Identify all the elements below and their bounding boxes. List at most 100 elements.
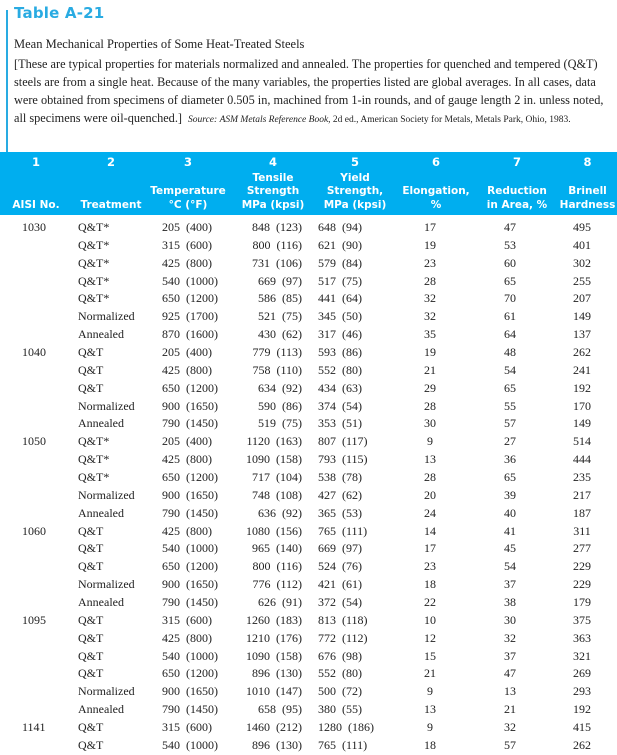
cell-treatment: Q&T*: [78, 452, 110, 467]
cell-reduction-in-area: 37: [504, 648, 516, 663]
cell-temperature: 790 (1450): [162, 702, 218, 717]
cell-elongation: 18: [424, 577, 436, 592]
cell-reduction-in-area: 55: [504, 398, 516, 413]
cell-treatment: Q&T: [78, 666, 104, 681]
cell-aisi-no: 1095: [22, 612, 46, 627]
cell-elongation: 13: [424, 702, 436, 717]
cell-treatment: Annealed: [78, 595, 124, 610]
cell-brinell-hardness: 277: [573, 541, 591, 556]
column-label: Brinell Hardness: [559, 185, 616, 211]
cell-brinell-hardness: 187: [573, 505, 591, 520]
table-row: Q&T 650 (1200) 896 (130) 552 (80) 21 47 269: [0, 665, 617, 683]
column-header-aisi-no: 1 AISI No.: [0, 152, 72, 215]
cell-temperature: 205 (400): [162, 434, 212, 449]
table-row: Normalized 900 (1650) 1010 (147) 500 (72) 9 1…: [0, 683, 617, 701]
cell-brinell-hardness: 293: [573, 684, 591, 699]
table-description: [These are typical properties for materi…: [14, 55, 609, 129]
column-header-treatment: 2 Treatment: [72, 152, 150, 215]
cell-temperature: 790 (1450): [162, 505, 218, 520]
cell-treatment: Normalized: [78, 398, 135, 413]
cell-tensile-strength: 1010 (147): [246, 684, 302, 699]
cell-reduction-in-area: 47: [504, 220, 516, 234]
cell-brinell-hardness: 179: [573, 595, 591, 610]
cell-elongation: 9: [427, 720, 433, 735]
cell-temperature: 900 (1650): [162, 487, 218, 502]
table-row: Q&T 650 (1200) 800 (116) 524 (76) 23 54 229: [0, 558, 617, 576]
cell-elongation: 28: [424, 273, 436, 288]
column-number: 6: [431, 155, 440, 169]
table-row: Normalized 900 (1650) 590 (86) 374 (54) 28 55…: [0, 398, 617, 416]
cell-treatment: Q&T*: [78, 255, 110, 270]
cell-tensile-strength: 758 (110): [252, 362, 302, 377]
cell-temperature: 205 (400): [162, 345, 212, 360]
cell-tensile-strength: 1260 (183): [246, 612, 302, 627]
cell-temperature: 650 (1200): [162, 666, 218, 681]
cell-reduction-in-area: 61: [504, 309, 516, 324]
cell-reduction-in-area: 47: [504, 666, 516, 681]
cell-reduction-in-area: 37: [504, 577, 516, 592]
table-row: 1030 Q&T* 205 (400) 848 (123) 648 (94) 17 47 49…: [0, 219, 617, 237]
cell-tensile-strength: 626 (91): [258, 595, 302, 610]
cell-elongation: 24: [424, 505, 436, 520]
column-number: 7: [512, 155, 521, 169]
cell-elongation: 28: [424, 470, 436, 485]
cell-yield-strength: 676 (98): [318, 648, 362, 663]
description-text: [These are typical properties for materi…: [14, 57, 604, 125]
table-row: 1060 Q&T 425 (800) 1080 (156) 765 (111) 14 41 3…: [0, 523, 617, 541]
cell-tensile-strength: 1210 (176): [246, 630, 302, 645]
cell-brinell-hardness: 192: [573, 380, 591, 395]
table-row: Q&T* 540 (1000) 669 (97) 517 (75) 28 65 255: [0, 273, 617, 291]
cell-tensile-strength: 717 (104): [252, 470, 302, 485]
cell-yield-strength: 427 (62): [318, 487, 362, 502]
cell-tensile-strength: 1080 (156): [246, 523, 302, 538]
cell-yield-strength: 765 (111): [318, 737, 368, 752]
table-row: Normalized 900 (1650) 748 (108) 427 (62) 20 3…: [0, 487, 617, 505]
cell-elongation: 35: [424, 327, 436, 342]
cell-tensile-strength: 779 (113): [252, 345, 302, 360]
cell-elongation: 19: [424, 237, 436, 252]
cell-tensile-strength: 521 (75): [258, 309, 302, 324]
cell-tensile-strength: 731 (106): [252, 255, 302, 270]
cell-elongation: 23: [424, 255, 436, 270]
cell-temperature: 315 (600): [162, 612, 212, 627]
cell-elongation: 23: [424, 559, 436, 574]
cell-treatment: Q&T: [78, 559, 104, 574]
cell-temperature: 870 (1600): [162, 327, 218, 342]
cell-temperature: 650 (1200): [162, 291, 218, 306]
cell-reduction-in-area: 57: [504, 416, 516, 431]
table-row: Q&T* 425 (800) 1090 (158) 793 (115) 13 36 444: [0, 451, 617, 469]
cell-reduction-in-area: 65: [504, 380, 516, 395]
cell-treatment: Q&T: [78, 630, 104, 645]
cell-tensile-strength: 586 (85): [258, 291, 302, 306]
cell-elongation: 17: [424, 220, 436, 234]
cell-tensile-strength: 1090 (158): [246, 452, 302, 467]
cell-brinell-hardness: 149: [573, 309, 591, 324]
cell-yield-strength: 772 (112): [318, 630, 368, 645]
table-row: Normalized 900 (1650) 776 (112) 421 (61) 18 3…: [0, 576, 617, 594]
cell-treatment: Q&T*: [78, 291, 110, 306]
cell-brinell-hardness: 241: [573, 362, 591, 377]
column-label: Temperature °C (°F): [150, 185, 226, 211]
cell-treatment: Q&T: [78, 648, 104, 663]
cell-brinell-hardness: 235: [573, 470, 591, 485]
column-number: 8: [583, 155, 592, 169]
cell-temperature: 900 (1650): [162, 577, 218, 592]
cell-elongation: 29: [424, 380, 436, 395]
cell-reduction-in-area: 32: [504, 720, 516, 735]
cell-tensile-strength: 748 (108): [252, 487, 302, 502]
cell-reduction-in-area: 65: [504, 273, 516, 288]
cell-tensile-strength: 800 (116): [252, 237, 302, 252]
cell-temperature: 205 (400): [162, 220, 212, 234]
table-row: Q&T 425 (800) 758 (110) 552 (80) 21 54 241: [0, 362, 617, 380]
cell-elongation: 19: [424, 345, 436, 360]
cell-tensile-strength: 636 (92): [258, 505, 302, 520]
cell-yield-strength: 365 (53): [318, 505, 362, 520]
cell-yield-strength: 524 (76): [318, 559, 362, 574]
cell-brinell-hardness: 311: [573, 523, 591, 538]
cell-tensile-strength: 848 (123): [252, 220, 302, 234]
cell-yield-strength: 434 (63): [318, 380, 362, 395]
cell-brinell-hardness: 415: [573, 720, 591, 735]
cell-brinell-hardness: 137: [573, 327, 591, 342]
cell-elongation: 12: [424, 630, 436, 645]
cell-yield-strength: 669 (97): [318, 541, 362, 556]
